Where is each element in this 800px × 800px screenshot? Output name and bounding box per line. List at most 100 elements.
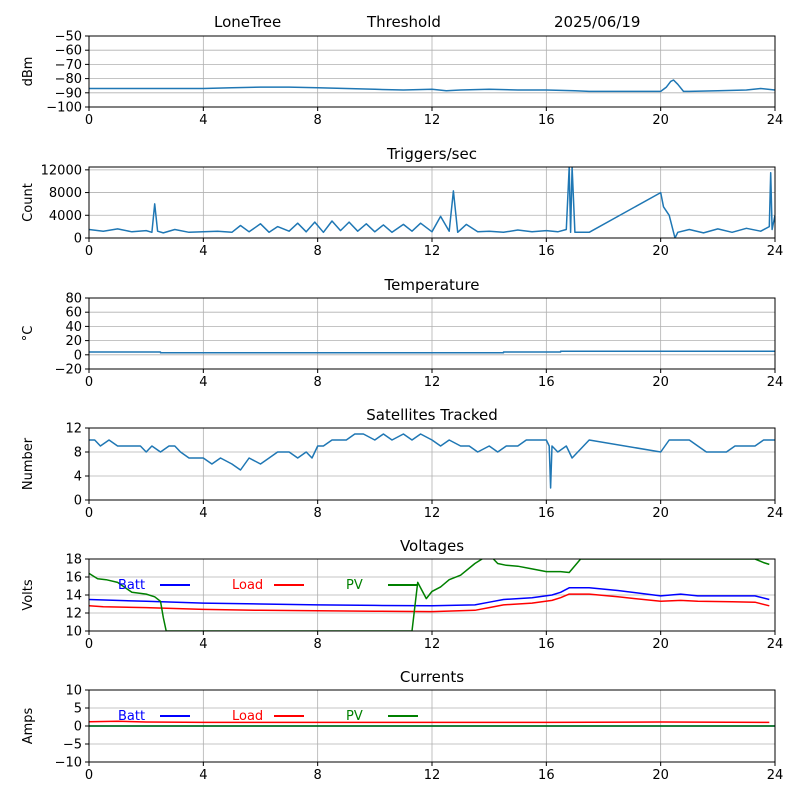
series-group <box>89 720 775 727</box>
y-tick-label: 0 <box>74 720 82 735</box>
x-tick-label: 0 <box>85 244 93 259</box>
y-axis-label: Volts <box>21 579 36 611</box>
x-tick-label: 24 <box>767 506 784 521</box>
x-tick-label: 20 <box>652 506 669 521</box>
y-tick-label: −70 <box>55 58 82 73</box>
x-tick-label: 0 <box>85 637 93 652</box>
x-tick-label: 16 <box>538 768 555 783</box>
y-tick-label: −20 <box>55 363 82 378</box>
legend-label: Batt <box>118 709 145 724</box>
y-axis-label: Number <box>21 437 36 490</box>
chart-panel-1: 0 4 8 12 16 20 24 −100−90−80−70−60−50 dBm <box>21 30 783 129</box>
x-tick-label: 20 <box>652 375 669 390</box>
x-tick-label: 16 <box>538 375 555 390</box>
y-tick-label: 8000 <box>49 186 82 201</box>
x-tick-label: 16 <box>538 113 555 128</box>
series-group <box>89 79 775 93</box>
y-tick-label: −10 <box>55 756 82 771</box>
header-mode: Threshold <box>366 13 441 31</box>
y-tick-label: 18 <box>65 553 82 568</box>
x-tick-label: 8 <box>314 506 322 521</box>
chart-title: Currents <box>400 668 464 686</box>
y-tick-label: 0 <box>74 494 82 509</box>
chart-title: Temperature <box>383 276 479 294</box>
series-group <box>89 167 775 238</box>
legend-label: Load <box>232 578 263 593</box>
y-tick-label: 10 <box>65 625 82 640</box>
y-tick-label: 16 <box>65 571 82 586</box>
x-tick-label: 20 <box>652 768 669 783</box>
series-line-pv <box>89 559 770 631</box>
x-tick-label: 0 <box>85 375 93 390</box>
series-line-1 <box>89 167 775 238</box>
x-tick-label: 12 <box>424 375 441 390</box>
x-tick-label: 4 <box>199 375 207 390</box>
series-line-batt <box>89 587 770 607</box>
chart-title: Triggers/sec <box>386 145 477 163</box>
y-tick-label: −80 <box>55 72 82 87</box>
legend-label: PV <box>346 578 363 593</box>
y-tick-label: 10 <box>65 684 82 699</box>
x-tick-label: 0 <box>85 768 93 783</box>
y-tick-label: 20 <box>65 334 82 349</box>
x-tick-label: 20 <box>652 113 669 128</box>
series-line-1 <box>89 433 775 489</box>
y-axis-label: Amps <box>21 707 36 744</box>
chart-title: Voltages <box>400 537 464 555</box>
x-tick-label: 8 <box>314 244 322 259</box>
x-tick-label: 24 <box>767 768 784 783</box>
y-tick-label: 14 <box>65 589 82 604</box>
y-tick-label: 0 <box>74 232 82 247</box>
x-tick-label: 24 <box>767 375 784 390</box>
x-tick-label: 16 <box>538 244 555 259</box>
x-tick-label: 8 <box>314 113 322 128</box>
x-tick-label: 4 <box>199 506 207 521</box>
series-group <box>89 350 775 354</box>
x-tick-label: 0 <box>85 113 93 128</box>
y-tick-label: 12 <box>65 607 82 622</box>
y-tick-label: 12000 <box>41 163 82 178</box>
x-tick-label: 24 <box>767 637 784 652</box>
x-tick-label: 12 <box>424 768 441 783</box>
x-tick-label: 8 <box>314 375 322 390</box>
y-tick-label: 12 <box>65 422 82 437</box>
y-tick-label: −60 <box>55 44 82 59</box>
header-date: 2025/06/19 <box>554 13 640 31</box>
y-axis-label: Count <box>21 183 36 222</box>
x-tick-label: 24 <box>767 113 784 128</box>
series-line-1 <box>89 350 775 354</box>
y-tick-label: 0 <box>74 348 82 363</box>
y-axis-label: °C <box>21 326 36 342</box>
x-tick-label: 4 <box>199 113 207 128</box>
y-tick-label: −100 <box>46 101 82 116</box>
chart-panel-2: 0 4 8 12 16 20 24 0 4000 8000 12000 Triggers/sec Cou… <box>21 145 783 259</box>
series-line-load <box>89 720 770 724</box>
y-tick-label: −90 <box>55 86 82 101</box>
x-tick-label: 12 <box>424 113 441 128</box>
x-tick-label: 16 <box>538 637 555 652</box>
legend-label: Load <box>232 709 263 724</box>
x-tick-label: 12 <box>424 637 441 652</box>
x-tick-label: 12 <box>424 506 441 521</box>
x-tick-label: 16 <box>538 506 555 521</box>
series-line-load <box>89 593 770 613</box>
x-tick-label: 8 <box>314 637 322 652</box>
chart-title: Satellites Tracked <box>366 406 497 424</box>
y-tick-label: −5 <box>63 738 82 753</box>
y-tick-label: 8 <box>74 446 82 461</box>
x-tick-label: 24 <box>767 244 784 259</box>
series-group <box>89 559 770 631</box>
header-station: LoneTree <box>214 13 281 31</box>
legend-label: Batt <box>118 578 145 593</box>
x-tick-label: 4 <box>199 768 207 783</box>
x-tick-label: 0 <box>85 506 93 521</box>
y-axis-label: dBm <box>21 57 36 87</box>
y-tick-label: 4000 <box>49 209 82 224</box>
chart-panel-4: 0 4 8 12 16 20 24 0 4 8 12 Satellites Tracked Number <box>21 406 783 521</box>
y-tick-label: 4 <box>74 470 82 485</box>
x-tick-label: 20 <box>652 637 669 652</box>
x-tick-label: 8 <box>314 768 322 783</box>
